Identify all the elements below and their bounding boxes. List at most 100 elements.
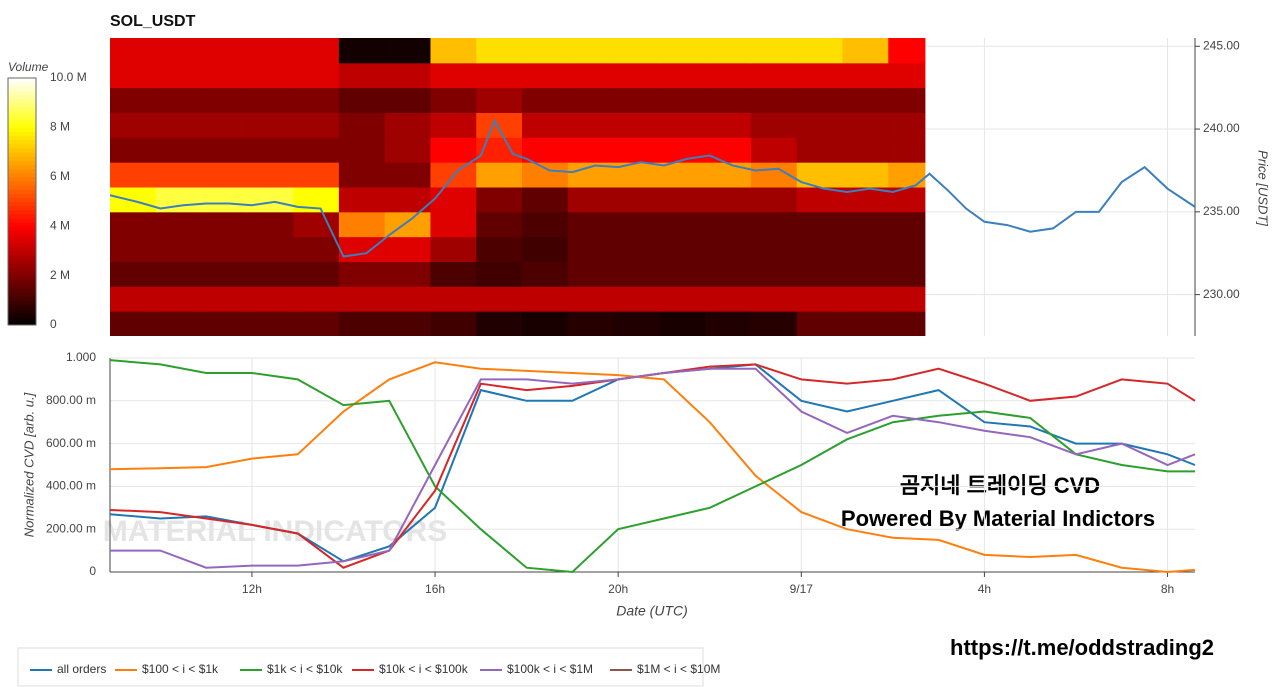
colorbar-swatch <box>8 275 36 281</box>
heatmap-cell <box>613 236 660 262</box>
y-tick-label: 0 <box>89 564 96 578</box>
heatmap-cell <box>750 236 798 262</box>
heatmap-cell <box>293 236 340 262</box>
heatmap-cell <box>110 187 157 213</box>
heatmap-cell <box>796 236 843 262</box>
heatmap-cell <box>247 187 294 213</box>
heatmap-cell <box>155 38 203 64</box>
heatmap-cell <box>293 261 340 287</box>
colorbar-swatch <box>8 135 36 141</box>
heatmap-cell <box>476 236 523 262</box>
colorbar-swatch <box>8 180 36 186</box>
heatmap-cell <box>476 261 523 287</box>
heatmap-cell <box>888 211 926 238</box>
colorbar-swatch <box>8 201 36 207</box>
heatmap-cell <box>842 261 889 287</box>
colorbar-swatch <box>8 123 36 128</box>
heatmap-cell <box>384 38 431 64</box>
heatmap-cell <box>705 211 752 238</box>
heatmap-cell <box>384 261 431 287</box>
x-tick-label: 9/17 <box>790 582 814 596</box>
heatmap-cell <box>110 112 157 138</box>
colorbar-swatch <box>8 242 36 248</box>
colorbar-tick-label: 0 <box>50 317 57 331</box>
heatmap-cell <box>888 162 926 188</box>
heatmap-cell <box>888 112 926 138</box>
heatmap-cell <box>888 236 926 262</box>
colorbar-swatch <box>8 263 36 268</box>
heatmap-cell <box>201 112 248 138</box>
heatmap-cell <box>705 261 752 287</box>
x-tick-label: 20h <box>608 582 628 596</box>
heatmap-cell <box>338 162 386 188</box>
heatmap-cell <box>476 87 523 113</box>
colorbar-swatch <box>8 94 36 100</box>
heatmap-cell <box>430 261 477 287</box>
heatmap-cell <box>842 162 889 188</box>
colorbar-swatch <box>8 197 36 202</box>
heatmap-cell <box>247 62 294 89</box>
heatmap-cell <box>567 62 615 89</box>
colorbar-swatch <box>8 193 36 198</box>
heatmap-cell <box>430 187 477 213</box>
colorbar-swatch <box>8 320 36 326</box>
legend-label: $100 < i < $1k <box>142 662 219 676</box>
colorbar-swatch <box>8 139 36 145</box>
heatmap-cell <box>705 87 752 113</box>
heatmap-cell <box>338 211 386 238</box>
heatmap-cell <box>338 261 386 287</box>
y-tick-label: 235.00 <box>1203 204 1240 218</box>
x-tick-label: 4h <box>978 582 991 596</box>
heatmap-cell <box>384 311 431 336</box>
heatmap-cell <box>613 38 660 64</box>
heatmap-cell <box>155 87 203 113</box>
heatmap-cell <box>247 261 294 287</box>
heatmap-cell <box>522 261 569 287</box>
heatmap-cell <box>842 311 889 336</box>
heatmap-cell <box>338 311 386 336</box>
heatmap-cell <box>522 112 569 138</box>
colorbar-tick-label: 6 M <box>50 169 70 183</box>
heatmap-cell <box>155 236 203 262</box>
heatmap-cell <box>293 162 340 188</box>
legend-label: all orders <box>57 662 106 676</box>
colorbar-swatch <box>8 209 36 215</box>
heatmap-cell <box>384 286 431 312</box>
colorbar-swatch <box>8 102 36 108</box>
heatmap-cell <box>201 87 248 113</box>
heatmap-cell <box>888 62 926 89</box>
y-tick-label: 245.00 <box>1203 38 1240 52</box>
heatmap-cell <box>659 137 706 163</box>
heatmap-cell <box>338 87 386 113</box>
heatmap-cell <box>796 286 843 312</box>
heatmap-cell <box>705 187 752 213</box>
heatmap-cell <box>338 62 386 89</box>
y-tick-label: 600.00 m <box>46 436 96 450</box>
heatmap-cell <box>476 311 523 336</box>
heatmap-cell <box>659 286 706 312</box>
heatmap-cell <box>522 311 569 336</box>
heatmap-cell <box>430 87 477 113</box>
heatmap-cell <box>705 137 752 163</box>
heatmap-cell <box>750 311 798 336</box>
colorbar-swatch <box>8 234 36 240</box>
heatmap-cell <box>247 286 294 312</box>
heatmap-cell <box>659 112 706 138</box>
colorbar-swatch <box>8 316 36 322</box>
colorbar-swatch <box>8 292 36 297</box>
heatmap-cell <box>705 162 752 188</box>
heatmap-cell <box>842 137 889 163</box>
colorbar-swatch <box>8 86 36 91</box>
heatmap-cell <box>659 62 706 89</box>
heatmap-cell <box>247 211 294 238</box>
heatmap-cell <box>430 137 477 163</box>
heatmap-cell <box>384 137 431 163</box>
heatmap-cell <box>247 137 294 163</box>
heatmap-cell <box>155 286 203 312</box>
heatmap-cell <box>613 137 660 163</box>
x-tick-label: 16h <box>425 582 445 596</box>
heatmap-cell <box>522 137 569 163</box>
heatmap-cell <box>659 38 706 64</box>
heatmap-cell <box>430 236 477 262</box>
